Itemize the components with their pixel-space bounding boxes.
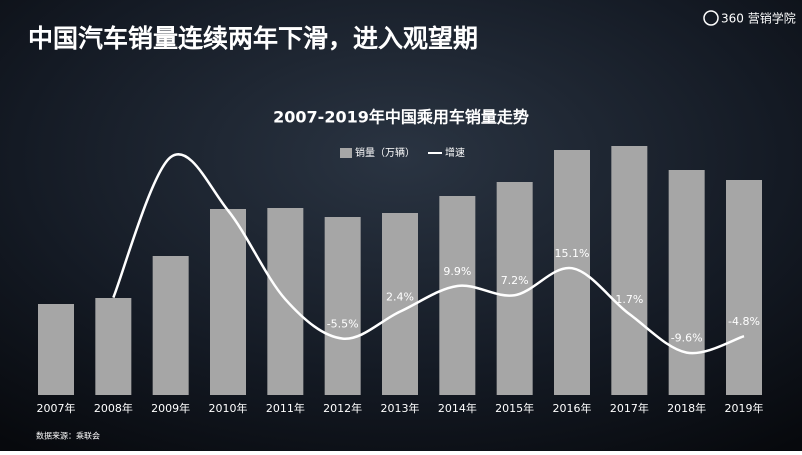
x-tick-label: 2012年	[323, 401, 362, 415]
bar	[152, 256, 189, 395]
data-label: 7.2%	[501, 274, 529, 287]
bar	[382, 213, 418, 395]
chart-title: 2007-2019年中国乘用车销量走势	[273, 108, 529, 127]
legend-swatch	[340, 148, 352, 158]
data-label: -9.6%	[671, 332, 703, 345]
brand-logo	[703, 10, 719, 26]
slide-title: 中国汽车销量连续两年下滑，进入观望期	[28, 24, 478, 53]
x-tick-label: 2019年	[725, 401, 764, 415]
x-tick-label: 2015年	[495, 401, 534, 415]
x-tick-label: 2010年	[209, 401, 248, 415]
legend-label: 增速	[445, 146, 465, 159]
bar	[668, 170, 705, 395]
data-label: 15.1%	[555, 247, 590, 260]
bar	[38, 304, 74, 395]
x-tick-label: 2013年	[381, 401, 420, 415]
x-tick-label: 2007年	[37, 401, 76, 415]
brand: 360 营销学院	[721, 11, 796, 26]
legend-label: 销量（万辆）	[355, 146, 415, 159]
x-tick-label: 2016年	[553, 401, 592, 415]
bar	[496, 182, 533, 395]
data-label: 2.4%	[386, 291, 414, 304]
data-label: 9.9%	[443, 265, 471, 278]
data-label: -4.8%	[728, 315, 760, 328]
x-tick-label: 2011年	[266, 401, 305, 415]
data-label: 1.7%	[615, 293, 643, 306]
bar	[95, 298, 132, 395]
growth-line	[112, 153, 745, 355]
x-tick-label: 2009年	[151, 401, 190, 415]
x-tick-label: 2018年	[667, 401, 706, 415]
source: 数据来源：乘联会	[36, 431, 100, 441]
x-tick-label: 2014年	[438, 401, 477, 415]
x-tick-label: 2008年	[94, 401, 133, 415]
x-tick-label: 2017年	[610, 401, 649, 415]
bar	[210, 209, 246, 395]
bar	[611, 146, 648, 395]
bar	[267, 208, 304, 395]
bar	[726, 180, 762, 395]
legend: 销量（万辆） 增速	[340, 146, 465, 159]
bar	[439, 196, 476, 395]
data-label: -5.5%	[327, 318, 359, 331]
bar	[324, 217, 361, 395]
